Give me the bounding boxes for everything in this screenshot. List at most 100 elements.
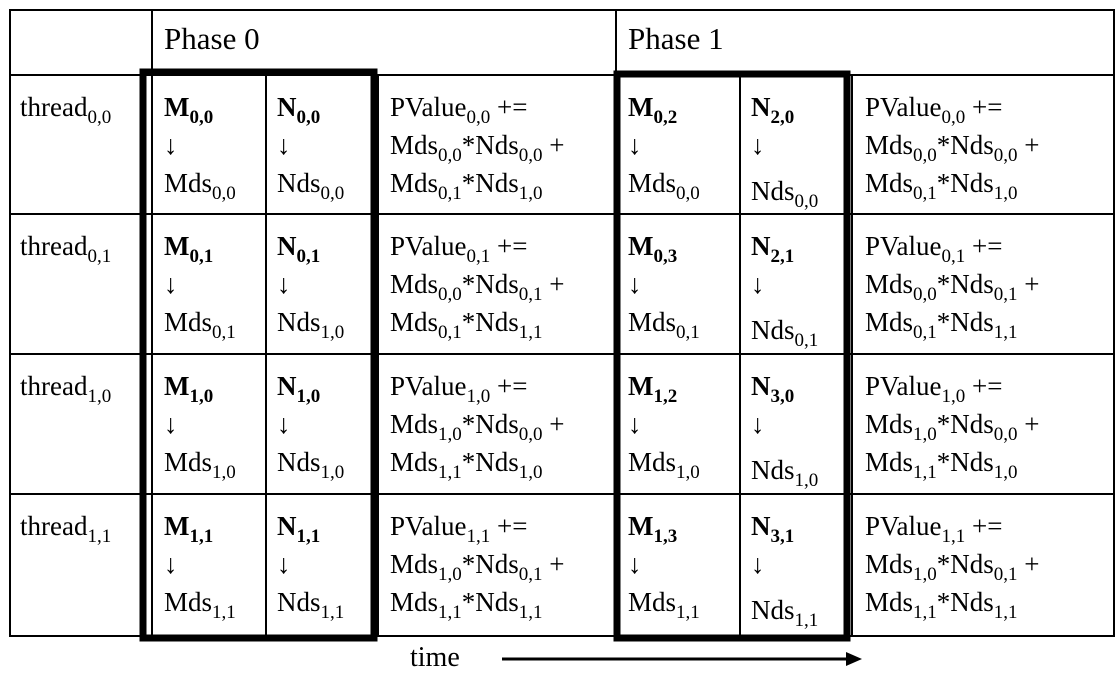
mds-element: Mds0,1 — [628, 307, 700, 343]
pvalue-term: Nds1,0 — [950, 168, 1018, 204]
n-element: N0,1 — [277, 231, 321, 267]
down-arrow-icon: ↓ — [628, 549, 642, 579]
thread-label: thread0,1 — [20, 227, 150, 271]
m-load-cell: M0,0 ↓ Mds0,0 — [164, 88, 264, 212]
pvalue-term: Mds0,1* — [390, 307, 476, 343]
pvalue-term: Mds1,0* — [865, 549, 951, 585]
nds-element: Nds1,1 — [277, 587, 345, 623]
pvalue-cell: PValue1,1 += Mds1,0*Nds0,1 + Mds1,1*Nds1,1 — [390, 507, 620, 631]
pvalue-cell: PValue1,0 += Mds1,0*Nds0,0 + Mds1,1*Nds1,0 — [865, 367, 1095, 491]
down-arrow-icon: ↓ — [628, 130, 642, 160]
pvalue-term: Mds1,0* — [865, 409, 951, 445]
mds-element: Mds0,1 — [164, 307, 236, 343]
pvalue-line: PValue0,1 += — [390, 227, 620, 266]
pvalue-term: Mds1,0* — [390, 409, 476, 445]
pvalue-line: Mds1,0*Nds0,0 + — [390, 405, 620, 445]
mds-element: Mds1,0 — [164, 447, 236, 483]
n-load-cell: N0,1 ↓ Nds1,0 — [277, 227, 377, 351]
pvalue-line: PValue0,0 += — [865, 88, 1095, 128]
pvalue-term: Mds1,0* — [390, 549, 476, 585]
down-arrow-icon: ↓ — [277, 130, 291, 160]
pvalue-line: Mds1,1*Nds1,0 — [865, 443, 1095, 482]
pvalue-term: Nds0,1 + — [475, 549, 565, 585]
m-load-cell: M0,3 ↓ Mds0,1 — [628, 227, 728, 351]
mds-element: Mds1,1 — [164, 587, 236, 623]
down-arrow-icon: ↓ — [164, 269, 178, 299]
pvalue-line: Mds0,0*Nds0,0 + — [390, 126, 620, 165]
pvalue-line: Mds0,1*Nds1,0 — [390, 164, 620, 204]
m-load-cell: M1,0 ↓ Mds1,0 — [164, 367, 264, 491]
down-arrow-icon: ↓ — [277, 409, 291, 439]
m-load-cell: M1,1 ↓ Mds1,1 — [164, 507, 264, 631]
thread-label: thread1,1 — [20, 507, 150, 551]
n-element: N2,1 — [751, 231, 795, 267]
mds-element: Mds1,0 — [628, 447, 700, 483]
pvalue-line: Mds1,0*Nds0,1 + — [390, 545, 620, 585]
pvalue-line: Mds0,1*Nds1,1 — [865, 303, 1095, 343]
mds-element: Mds0,0 — [164, 168, 236, 204]
pvalue-term: PValue1,0 += — [865, 371, 1003, 407]
mds-element: Mds0,0 — [628, 168, 700, 204]
down-arrow-icon: ↓ — [277, 549, 291, 579]
pvalue-line: Mds1,1*Nds1,1 — [865, 583, 1095, 623]
pvalue-term: Nds1,1 — [475, 307, 543, 343]
thread-label-text: thread0,1 — [20, 231, 112, 267]
n-load-cell: N3,0 ↓ Nds1,0 — [751, 367, 851, 491]
time-label: time — [410, 642, 460, 673]
down-arrow-icon: ↓ — [628, 409, 642, 439]
pvalue-term: Nds0,1 + — [475, 269, 565, 305]
pvalue-line: PValue1,1 += — [865, 507, 1095, 547]
thread-label: thread0,0 — [20, 88, 150, 132]
pvalue-term: Nds0,0 + — [475, 409, 565, 445]
n-element: N2,0 — [751, 92, 795, 128]
nds-element: Nds1,1 — [751, 595, 819, 631]
pvalue-term: Mds1,1* — [390, 447, 476, 483]
pvalue-term: PValue0,1 += — [865, 231, 1003, 267]
pvalue-cell: PValue0,0 += Mds0,0*Nds0,0 + Mds0,1*Nds1,0 — [390, 88, 620, 212]
m-load-cell: M1,3 ↓ Mds1,1 — [628, 507, 728, 631]
down-arrow-icon: ↓ — [751, 130, 765, 160]
phase1-load-box — [613, 70, 851, 642]
pvalue-cell: PValue0,0 += Mds0,0*Nds0,0 + Mds0,1*Nds1,0 — [865, 88, 1095, 212]
pvalue-term: Nds1,1 — [950, 307, 1018, 343]
nds-element: Nds1,0 — [751, 455, 819, 491]
pvalue-line: PValue0,1 += — [865, 227, 1095, 267]
pvalue-cell: PValue0,1 += Mds0,0*Nds0,1 + Mds0,1*Nds1,1 — [390, 227, 620, 351]
n-load-cell: N3,1 ↓ Nds1,1 — [751, 507, 851, 631]
m-element: M0,1 — [164, 231, 214, 267]
down-arrow-icon: ↓ — [164, 130, 178, 160]
n-element: N3,0 — [751, 371, 795, 407]
down-arrow-icon: ↓ — [164, 409, 178, 439]
n-element: N0,0 — [277, 92, 321, 128]
m-element: M0,3 — [628, 231, 678, 267]
pvalue-term: Nds0,0 + — [950, 409, 1040, 445]
thread-label-text: thread1,1 — [20, 511, 112, 547]
thread-label-text: thread1,0 — [20, 371, 112, 407]
pvalue-term: Nds0,1 + — [950, 269, 1040, 305]
m-load-cell: M0,1 ↓ Mds0,1 — [164, 227, 264, 351]
m-element: M0,0 — [164, 92, 214, 128]
nds-element: Nds1,0 — [277, 307, 345, 343]
down-arrow-icon: ↓ — [277, 269, 291, 299]
down-arrow-icon: ↓ — [164, 549, 178, 579]
m-element: M1,0 — [164, 371, 214, 407]
pvalue-cell: PValue0,1 += Mds0,0*Nds0,1 + Mds0,1*Nds1,1 — [865, 227, 1095, 351]
n-element: N3,1 — [751, 511, 795, 547]
pvalue-term: Nds1,1 — [950, 587, 1018, 623]
pvalue-line: PValue1,0 += — [865, 367, 1095, 407]
pvalue-term: Nds1,0 — [475, 168, 543, 204]
pvalue-line: Mds0,0*Nds0,1 + — [865, 265, 1095, 305]
phase0-header: Phase 0 — [164, 21, 260, 56]
nds-element: Nds0,0 — [277, 168, 345, 204]
n-load-cell: N1,1 ↓ Nds1,1 — [277, 507, 377, 631]
pvalue-term: PValue0,0 += — [865, 92, 1003, 128]
n-element: N1,1 — [277, 511, 321, 547]
pvalue-term: Nds1,1 — [475, 587, 543, 623]
pvalue-term: PValue1,1 += — [865, 511, 1003, 547]
pvalue-term: Mds0,0* — [865, 130, 951, 166]
pvalue-term: Mds1,1* — [390, 587, 476, 623]
pvalue-line: Mds0,0*Nds0,1 + — [390, 265, 620, 305]
pvalue-cell: PValue1,0 += Mds1,0*Nds0,0 + Mds1,1*Nds1,0 — [390, 367, 620, 491]
pvalue-line: Mds1,0*Nds0,1 + — [865, 545, 1095, 585]
pvalue-term: Mds0,0* — [390, 269, 476, 305]
